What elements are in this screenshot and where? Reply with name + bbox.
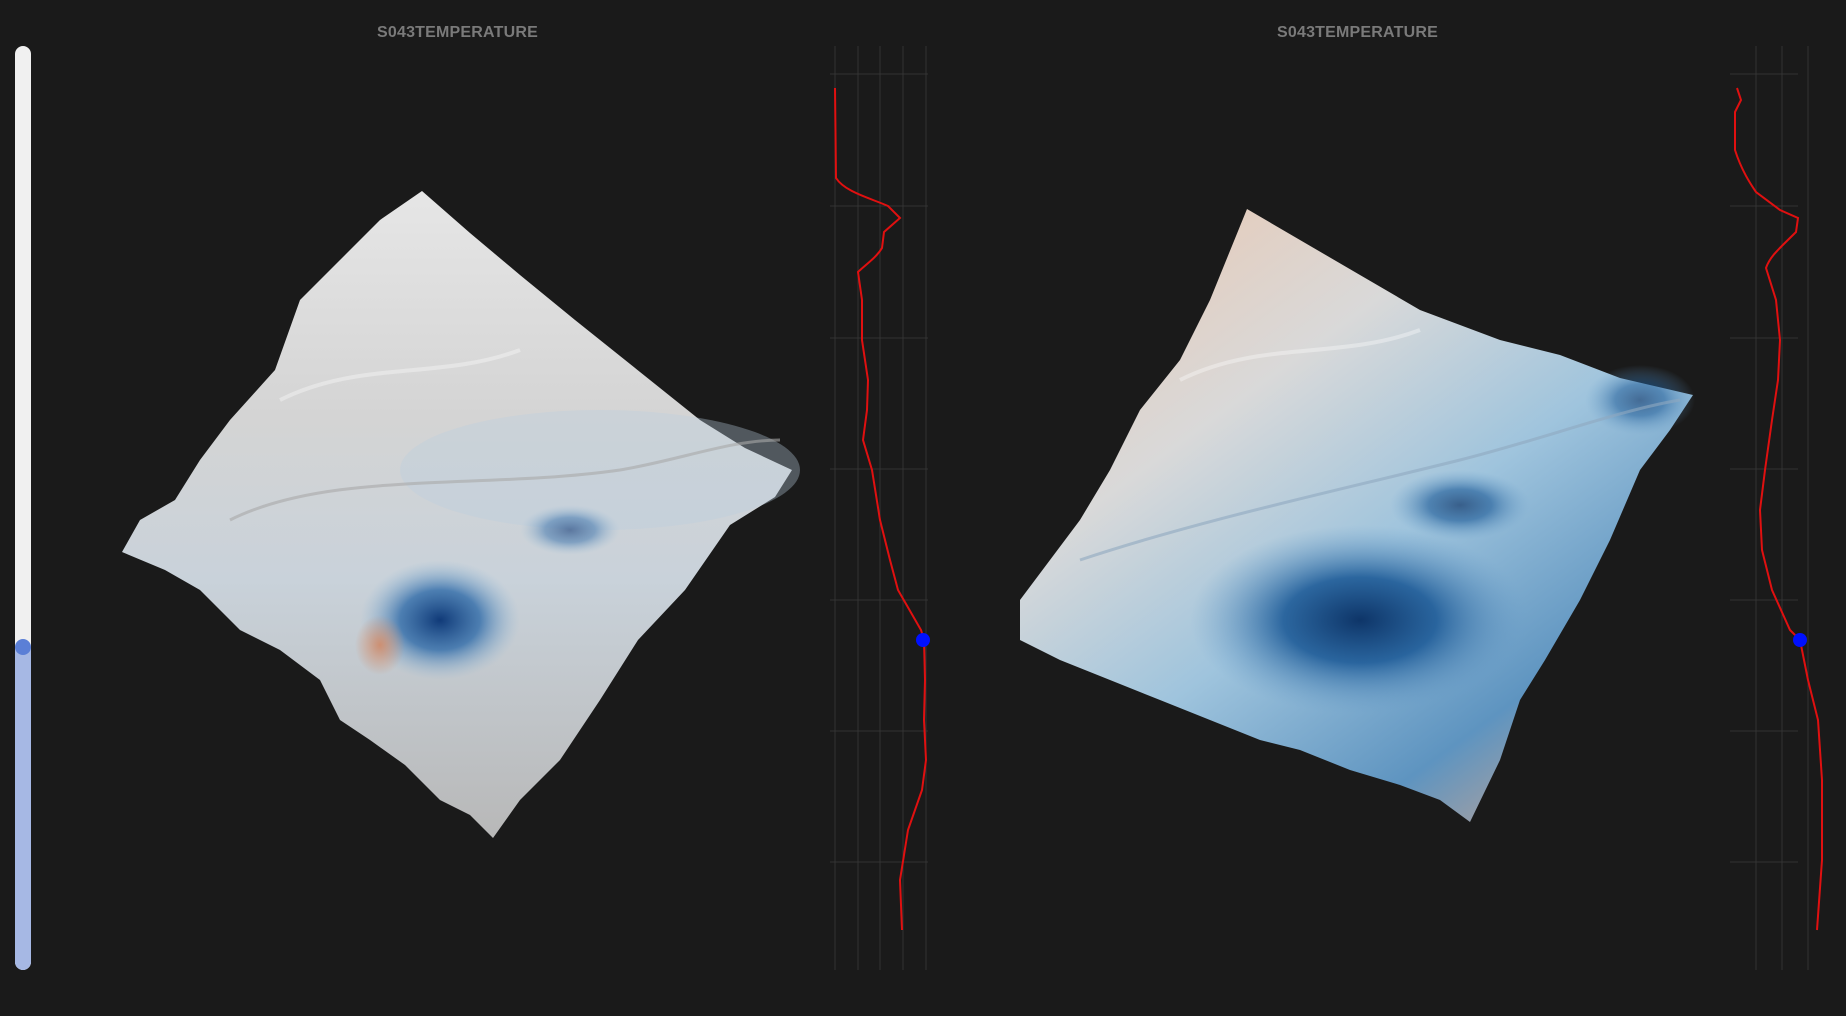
ridge-line-left	[229, 438, 781, 522]
terrain-mesh-left	[122, 191, 792, 838]
vertical-profile-left	[830, 46, 930, 970]
cold-anomaly-right-minor	[1390, 470, 1530, 540]
warm-anomaly-left	[355, 615, 405, 675]
cool-band-left	[400, 410, 800, 530]
panel-title-right: S043TEMPERATURE	[1277, 24, 1438, 41]
profile-marker-right[interactable]	[1793, 633, 1807, 647]
panel-title-left: S043TEMPERATURE	[377, 24, 538, 41]
cold-anomaly-left-minor	[520, 505, 620, 555]
ridge-line-right	[1079, 398, 1681, 562]
vertical-profile-right	[1730, 46, 1823, 970]
cold-anomaly-right	[1190, 525, 1530, 715]
profile-grid-left	[830, 46, 928, 970]
terrain-surface-right[interactable]	[1020, 209, 1695, 822]
highlight-right	[1179, 328, 1421, 382]
depth-slider-fill	[15, 646, 31, 970]
temperature-profile-right	[1734, 87, 1823, 931]
depth-slider[interactable]	[15, 46, 31, 970]
profile-grid-right	[1730, 46, 1809, 970]
highlight-left	[279, 348, 521, 402]
depth-slider-thumb[interactable]	[15, 638, 31, 655]
terrain-surface-left[interactable]	[122, 191, 800, 838]
profile-marker-left[interactable]	[916, 633, 930, 647]
terrain-mesh-right	[1020, 209, 1693, 822]
